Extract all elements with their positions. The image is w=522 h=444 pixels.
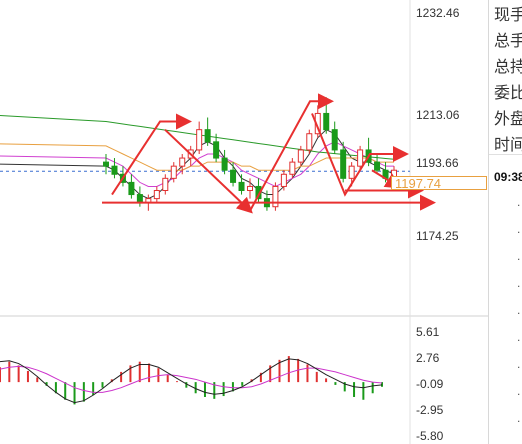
side-label-total-volume: 总手	[494, 33, 522, 50]
candle-body	[340, 149, 347, 179]
candle-body	[357, 149, 364, 167]
trade-list-row: .	[517, 330, 521, 344]
trade-list-row: .	[517, 357, 521, 371]
macd-tick-label: -2.95	[416, 403, 444, 417]
side-label-outer-volume: 外盘	[494, 111, 522, 128]
candle-body	[111, 165, 118, 175]
trade-list-row: .	[517, 222, 521, 236]
current-price-badge: 1197.74	[391, 176, 487, 191]
candle-body	[323, 112, 330, 131]
candle-body	[136, 194, 143, 204]
side-label-order-ratio: 委比	[494, 85, 522, 102]
trend-arrow	[164, 128, 253, 214]
candle-body	[247, 185, 253, 191]
side-label-open-interest: 总持	[494, 59, 522, 76]
candle-body	[374, 161, 381, 171]
trade-list-row: .	[517, 303, 521, 317]
time-value: 09:38	[494, 170, 522, 184]
macd-tick-label: 2.76	[416, 351, 440, 365]
trade-list-row: .	[517, 411, 521, 425]
moving-average-line	[0, 141, 394, 187]
chart-area	[0, 0, 488, 444]
candle-body	[272, 185, 279, 208]
price-tick-label: 1193.66	[416, 156, 459, 170]
candle-body	[306, 133, 313, 151]
trend-arrow	[249, 93, 334, 212]
candle-body	[103, 161, 109, 167]
trade-list-row: .	[517, 195, 521, 209]
candle-body	[297, 149, 304, 163]
candle-body	[162, 177, 169, 191]
candle-body	[331, 129, 338, 151]
candle-body	[153, 190, 160, 200]
side-label-current-volume: 现手	[494, 7, 522, 24]
candle-body	[196, 129, 203, 151]
price-tick-label: 1232.46	[416, 6, 460, 20]
trade-list-row: .	[517, 384, 521, 398]
candle-body	[170, 165, 177, 179]
side-label-time: 时间	[494, 137, 522, 154]
macd-tick-label: -0.09	[416, 377, 444, 391]
candle-body	[213, 141, 220, 159]
macd-tick-label: 5.61	[416, 325, 440, 339]
price-tick-label: 1174.25	[416, 229, 459, 243]
trend-arrow	[311, 113, 409, 197]
macd-tick-label: -5.80	[416, 429, 444, 443]
candle-body	[230, 169, 237, 183]
trade-list-row: .	[517, 276, 521, 290]
trade-list-row: .	[517, 249, 521, 263]
macd-diff-line	[0, 358, 383, 404]
moving-average-line	[0, 129, 395, 200]
side-divider	[489, 154, 522, 155]
quote-side-panel: 现手 总手 总持 委比 外盘 时间 09:38 .........	[488, 0, 522, 444]
candle-body	[348, 165, 355, 179]
price-tick-label: 1213.06	[416, 108, 460, 122]
candle-body	[179, 157, 186, 167]
trend-arrow	[111, 113, 192, 196]
candle-body	[204, 129, 211, 143]
candle-body	[238, 181, 245, 191]
macd-dea-line	[0, 365, 383, 393]
candle-body	[289, 161, 296, 175]
candle-body	[128, 181, 135, 196]
candle-body	[280, 173, 287, 187]
candle-body	[221, 157, 228, 171]
